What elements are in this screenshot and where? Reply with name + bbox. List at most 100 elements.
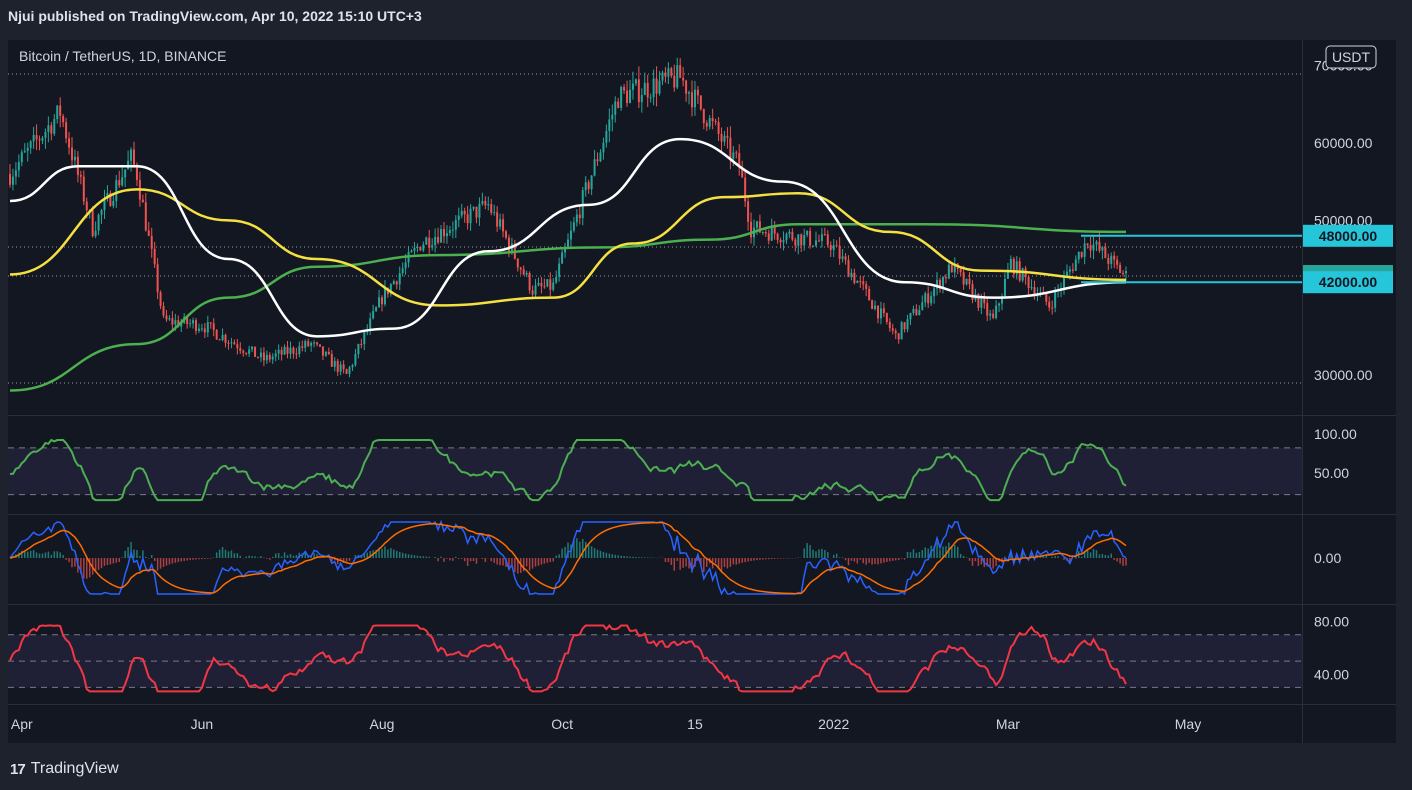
candle-body (324, 351, 327, 356)
candle-body (389, 284, 392, 295)
candle-body (791, 231, 794, 240)
candle-body (330, 353, 333, 367)
candle-body (109, 193, 112, 207)
candle-body (525, 273, 528, 275)
candle-body (702, 109, 705, 123)
candle-body (980, 298, 983, 308)
candle-body (1080, 251, 1083, 257)
candle-body (265, 354, 268, 361)
candle-body (327, 351, 330, 354)
candle-body (121, 177, 124, 186)
candle-body (1098, 241, 1101, 251)
candle-body (1086, 243, 1089, 246)
candle-body (174, 320, 177, 325)
candle-body (41, 137, 44, 141)
candle-body (1033, 287, 1036, 297)
candle-body (667, 68, 670, 77)
candle-body (144, 202, 147, 231)
candle-body (720, 133, 723, 142)
candle-body (927, 293, 930, 304)
candle-body (558, 263, 561, 277)
candle-body (590, 175, 593, 190)
candle-body (35, 135, 38, 140)
level-tag-48000: 48000.00 (1319, 228, 1378, 244)
tradingview-footer[interactable]: 17 TradingView (10, 760, 119, 778)
candle-body (490, 204, 493, 213)
price-axis-label: 60000.00 (1314, 135, 1373, 151)
candle-body (469, 208, 472, 224)
candle-body (676, 65, 679, 88)
candle-body (336, 360, 339, 372)
chart-frame[interactable] (8, 40, 1396, 743)
candle-body (531, 290, 534, 295)
candle-body (767, 233, 770, 241)
candle-body (688, 92, 691, 94)
candle-body (236, 344, 239, 349)
candle-body (460, 210, 463, 216)
candle-body (555, 276, 558, 283)
candle-body (313, 342, 316, 344)
candle-body (732, 152, 735, 159)
candle-body (599, 152, 602, 162)
candle-body (543, 286, 546, 288)
candle-body (546, 279, 549, 287)
osc1-band (8, 447, 1302, 495)
candle-body (918, 310, 921, 316)
candle-body (100, 210, 103, 215)
candle-body (626, 90, 629, 104)
candle-body (528, 273, 531, 291)
candle-body (823, 234, 826, 236)
candle-body (1122, 272, 1125, 274)
candle-body (741, 167, 744, 178)
candle-body (354, 354, 357, 366)
candle-body (115, 180, 118, 201)
candle-body (11, 176, 14, 185)
osc1-line (9, 438, 1127, 502)
time-axis-label: 2022 (818, 716, 849, 732)
candle-body (761, 232, 764, 234)
candle-body (283, 346, 286, 355)
candle-body (758, 221, 761, 233)
candle-body (623, 86, 626, 91)
time-axis-label: 15 (687, 716, 703, 732)
osc2-line (9, 623, 1127, 693)
candle-body (1030, 287, 1033, 289)
candle-body (977, 293, 980, 308)
candle-body (519, 267, 522, 270)
candle-body (118, 180, 121, 186)
candle-body (502, 219, 505, 232)
candle-body (646, 82, 649, 98)
candle-body (487, 204, 490, 206)
candle-body (26, 147, 29, 152)
candle-body (552, 282, 555, 290)
candle-body (750, 221, 753, 238)
candle-body (711, 117, 714, 121)
candle-body (909, 312, 912, 320)
candle-body (643, 82, 646, 96)
candle-body (268, 354, 271, 360)
candle-body (682, 77, 685, 81)
candle-body (1110, 255, 1113, 264)
candle-body (879, 308, 882, 319)
candle-body (874, 305, 877, 309)
candle-body (723, 135, 726, 142)
candle-body (903, 322, 906, 330)
candle-body (85, 201, 88, 211)
candle-body (936, 279, 939, 289)
osc2-axis-label: 80.00 (1314, 614, 1349, 630)
candle-body (1068, 269, 1071, 272)
candle-body (992, 313, 995, 318)
candle-body (549, 279, 552, 290)
candle-body (806, 230, 809, 235)
candle-body (227, 342, 230, 344)
candle-body (832, 245, 835, 250)
candle-body (180, 322, 183, 327)
candle-body (755, 221, 758, 228)
candle-body (1051, 307, 1054, 309)
candle-body (800, 234, 803, 246)
candle-body (747, 201, 750, 222)
candle-body (812, 245, 815, 247)
candle-body (445, 233, 448, 237)
brand-name: TradingView (30, 760, 119, 777)
